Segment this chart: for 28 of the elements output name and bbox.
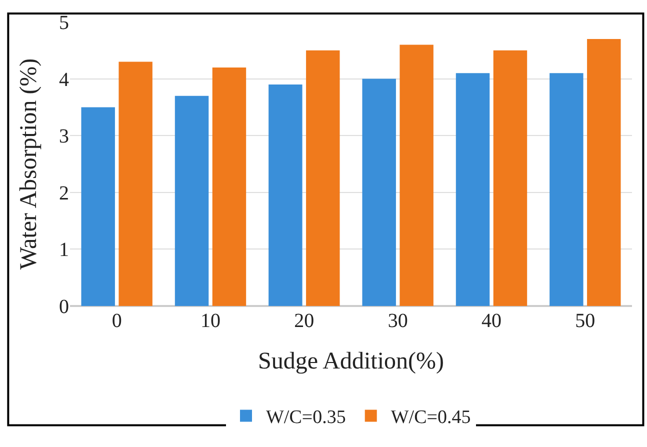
bar (400, 44, 434, 306)
x-tick-label: 40 (482, 310, 502, 332)
bar (212, 67, 246, 306)
legend-label: W/C=0.35 (266, 407, 346, 428)
x-tick-label: 0 (112, 310, 122, 332)
legend-label: W/C=0.45 (390, 407, 471, 428)
y-axis-title: Water Absorption (%) (16, 58, 42, 270)
y-tick-label: 5 (59, 12, 69, 34)
x-tick-label: 20 (294, 310, 314, 332)
y-tick-label: 2 (59, 182, 69, 204)
bar (81, 107, 115, 306)
bar (550, 73, 584, 306)
x-tick-label: 30 (388, 310, 408, 332)
y-tick-label: 0 (59, 296, 69, 318)
bar (587, 39, 621, 306)
y-tick-label: 3 (59, 126, 69, 148)
y-tick-label: 4 (59, 68, 69, 91)
bar (493, 50, 528, 306)
x-axis-title: Sudge Addition(%) (258, 348, 444, 374)
bar (118, 62, 152, 306)
y-tick-label: 1 (59, 239, 69, 262)
bar (268, 84, 302, 306)
x-tick-label: 10 (200, 310, 220, 332)
bar (174, 96, 209, 306)
bar (306, 50, 340, 306)
bar (362, 78, 396, 306)
x-tick-label: 50 (575, 310, 596, 332)
bar (456, 73, 490, 306)
